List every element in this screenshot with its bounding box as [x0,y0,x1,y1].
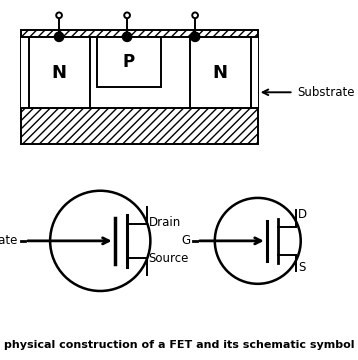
Circle shape [56,13,62,18]
Bar [190,37,251,108]
Circle shape [122,32,132,41]
Text: N: N [213,64,228,82]
Text: P: P [123,53,135,71]
Text: Source: Source [149,252,189,265]
Text: D: D [298,207,307,221]
Bar [29,37,90,108]
Circle shape [192,13,198,18]
Text: physical construction of a FET and its schematic symbol: physical construction of a FET and its s… [4,340,354,350]
Text: Gate: Gate [0,234,18,247]
Circle shape [190,32,200,41]
Text: S: S [298,261,305,274]
Text: Substrate: Substrate [297,86,355,99]
Text: Drain: Drain [149,216,181,229]
Circle shape [50,191,150,291]
Bar [97,37,161,87]
Bar [21,30,258,144]
Circle shape [54,32,64,41]
Text: N: N [52,64,67,82]
Text: G: G [182,234,190,247]
Circle shape [215,198,301,284]
Bar [21,37,258,108]
Circle shape [124,13,130,18]
